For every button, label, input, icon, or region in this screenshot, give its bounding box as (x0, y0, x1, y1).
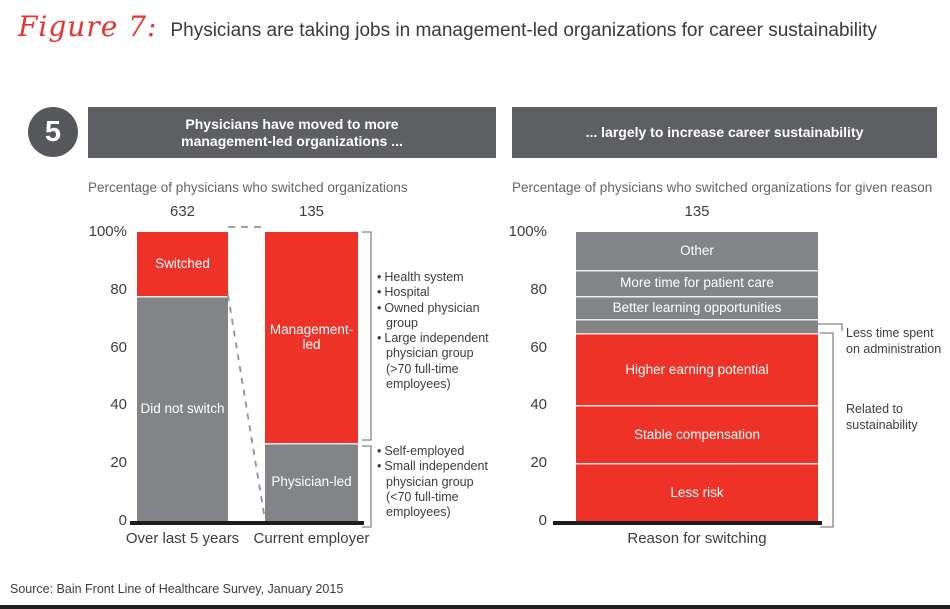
bar-category-label: Over last 5 years (125, 530, 240, 547)
bar-segment-label: Management-led (269, 322, 354, 353)
bullet-item: Health system (377, 270, 501, 285)
bar-segment: Physician-led (265, 442, 358, 521)
bullet-item: Large independent physician group (>70 f… (377, 331, 501, 392)
physician-led-bullet-list: Self-employedSmall independent physician… (377, 444, 501, 520)
y-axis-tick-label: 20 (530, 454, 547, 472)
bullet-item: Owned physician group (377, 301, 501, 332)
bar-segment-label: Less risk (670, 484, 724, 500)
bar-segment-label: Switched (155, 256, 210, 272)
x-axis-baseline (553, 521, 822, 525)
y-axis-tick-label: 100% (88, 223, 127, 240)
bullet-item: Self-employed (377, 444, 501, 459)
bar-segment-label: Stable compensation (633, 426, 761, 442)
bar-segment-label: Better learning opportunities (612, 299, 782, 315)
y-axis-tick-label: 80 (110, 280, 127, 298)
left-chart-subtitle: Percentage of physicians who switched or… (88, 180, 408, 195)
figure-title-row: Figure 7: Physicians are taking jobs in … (18, 10, 877, 43)
bar-segment-label: Did not switch (140, 400, 225, 416)
bottom-border-rule (0, 605, 950, 609)
bar-segment: Switched (137, 232, 228, 296)
left-panel-header: Physicians have moved to more management… (88, 107, 496, 158)
y-axis-tick-label: 80 (530, 280, 547, 298)
bar-segment-label: Higher earning potential (625, 361, 769, 377)
bar-category-label: Reason for switching (627, 530, 767, 547)
left-panel-header-line1: Physicians have moved to more (185, 115, 399, 132)
y-axis-tick-label: 60 (530, 338, 547, 356)
bar-segment-label: More time for patient care (620, 275, 774, 290)
bar-segment: More time for patient care (576, 269, 818, 296)
bar-segment: Stable compensation (576, 405, 818, 464)
bar-segment: Less risk (576, 463, 818, 521)
y-axis-tick-label: 20 (110, 454, 127, 472)
bar-count-label: 632 (169, 203, 196, 220)
bullet-item: Small independent physician group (<70 f… (377, 459, 501, 520)
y-axis-tick-label: 100% (508, 223, 547, 240)
figure-number-label: Figure 7: (18, 10, 158, 43)
related-to-sustainability-note: Related to sustainability (846, 402, 918, 432)
y-axis-tick-label: 0 (118, 512, 127, 529)
bar-segment: Management-led (265, 232, 358, 443)
management-led-bullet-list: Health systemHospitalOwned physician gro… (377, 270, 501, 392)
bullet-item: Hospital (377, 285, 501, 300)
figure-title: Physicians are taking jobs in management… (170, 20, 877, 41)
right-chart-subtitle: Percentage of physicians who switched or… (512, 180, 933, 195)
step-number-badge: 5 (28, 107, 78, 157)
bar-count-label: 135 (298, 203, 325, 220)
right-panel-header-text: ... largely to increase career sustainab… (585, 124, 864, 140)
y-axis-tick-label: 60 (110, 338, 127, 356)
bar-segment: Higher earning potential (576, 333, 818, 406)
bar-count-label: 135 (684, 203, 710, 220)
bar-segment (576, 318, 818, 334)
bar-category-label: Current employer (253, 530, 370, 547)
y-axis-tick-label: 40 (110, 396, 127, 414)
less-time-admin-note: Less time spent on administration (846, 326, 942, 356)
bar-segment: Better learning opportunities (576, 295, 818, 319)
x-axis-baseline (130, 521, 364, 525)
source-line: Source: Bain Front Line of Healthcare Su… (10, 582, 344, 596)
right-panel-header: ... largely to increase career sustainab… (512, 107, 937, 158)
bar-segment: Other (576, 232, 818, 270)
bar-segment-label: Other (680, 243, 714, 259)
left-panel-header-line2: management-led organizations ... (181, 132, 403, 149)
y-axis-tick-label: 0 (538, 512, 547, 529)
y-axis-tick-label: 40 (530, 396, 547, 414)
bar-segment: Did not switch (137, 295, 228, 521)
bar-segment-label: Physician-led (271, 474, 352, 490)
